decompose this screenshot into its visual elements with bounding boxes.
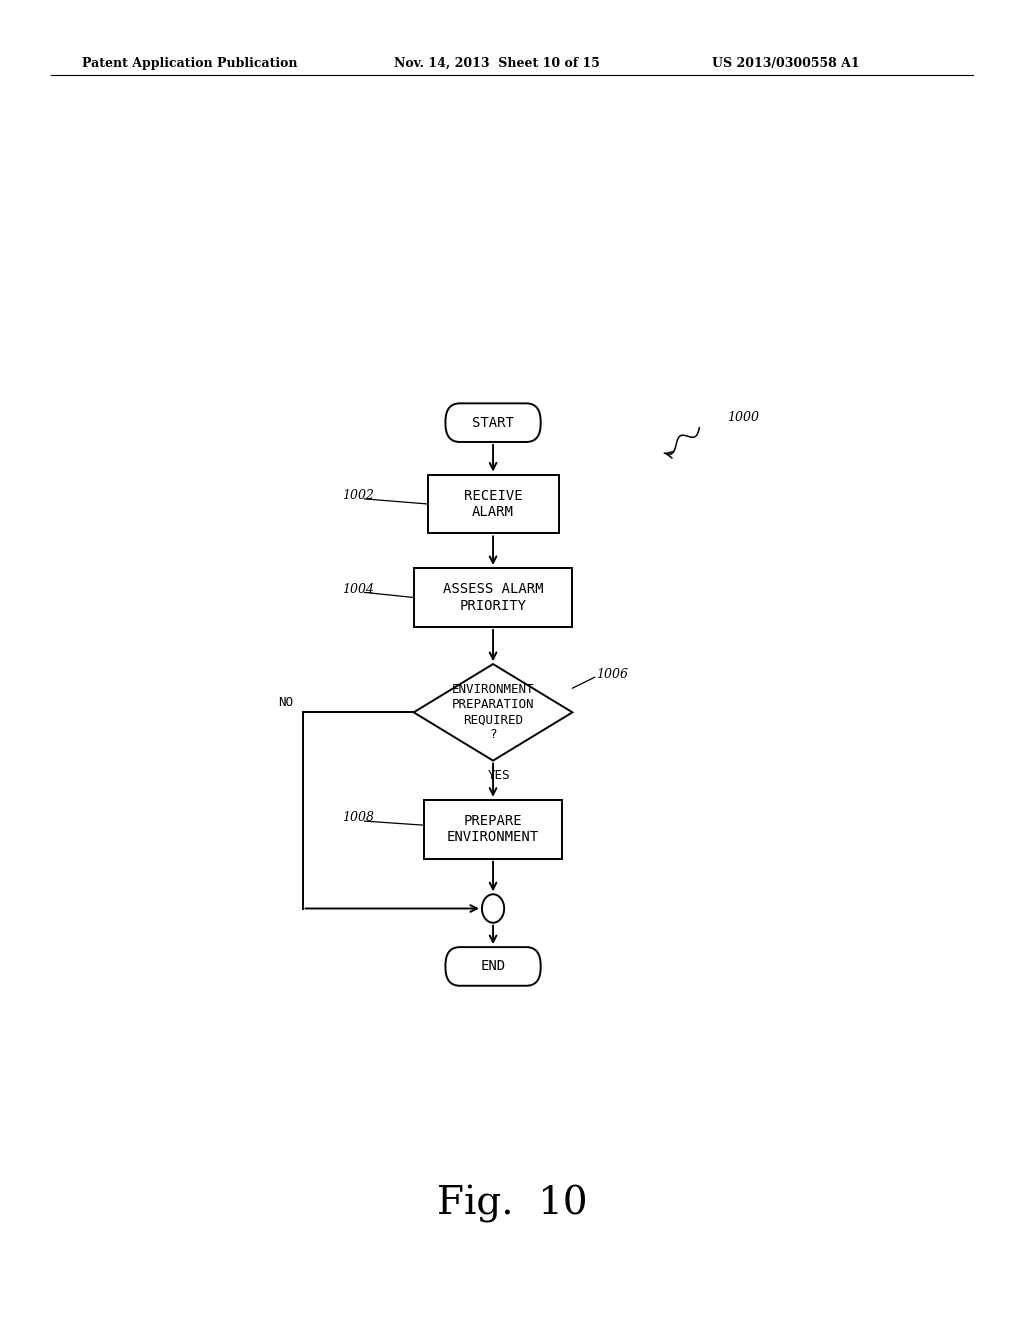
Text: 1004: 1004 <box>342 583 375 595</box>
Text: 1000: 1000 <box>727 411 759 424</box>
Text: 1006: 1006 <box>596 668 629 681</box>
Text: ASSESS ALARM
PRIORITY: ASSESS ALARM PRIORITY <box>442 582 544 612</box>
Bar <box>424 800 562 859</box>
Text: RECEIVE
ALARM: RECEIVE ALARM <box>464 488 522 519</box>
Text: Nov. 14, 2013  Sheet 10 of 15: Nov. 14, 2013 Sheet 10 of 15 <box>394 57 600 70</box>
Circle shape <box>482 894 504 923</box>
Text: NO: NO <box>279 696 293 709</box>
Text: PREPARE
ENVIRONMENT: PREPARE ENVIRONMENT <box>447 814 539 845</box>
Text: ENVIRONMENT
PREPARATION
REQUIRED
?: ENVIRONMENT PREPARATION REQUIRED ? <box>452 684 535 742</box>
FancyBboxPatch shape <box>445 404 541 442</box>
Bar <box>428 474 558 533</box>
Text: Patent Application Publication: Patent Application Publication <box>82 57 297 70</box>
FancyBboxPatch shape <box>445 948 541 986</box>
Text: YES: YES <box>488 768 511 781</box>
Polygon shape <box>414 664 572 760</box>
Text: Fig.  10: Fig. 10 <box>436 1185 588 1222</box>
Text: US 2013/0300558 A1: US 2013/0300558 A1 <box>712 57 859 70</box>
Text: 1008: 1008 <box>342 810 375 824</box>
Text: END: END <box>480 960 506 973</box>
Bar <box>414 568 572 627</box>
Text: 1002: 1002 <box>342 490 375 503</box>
Text: START: START <box>472 416 514 430</box>
